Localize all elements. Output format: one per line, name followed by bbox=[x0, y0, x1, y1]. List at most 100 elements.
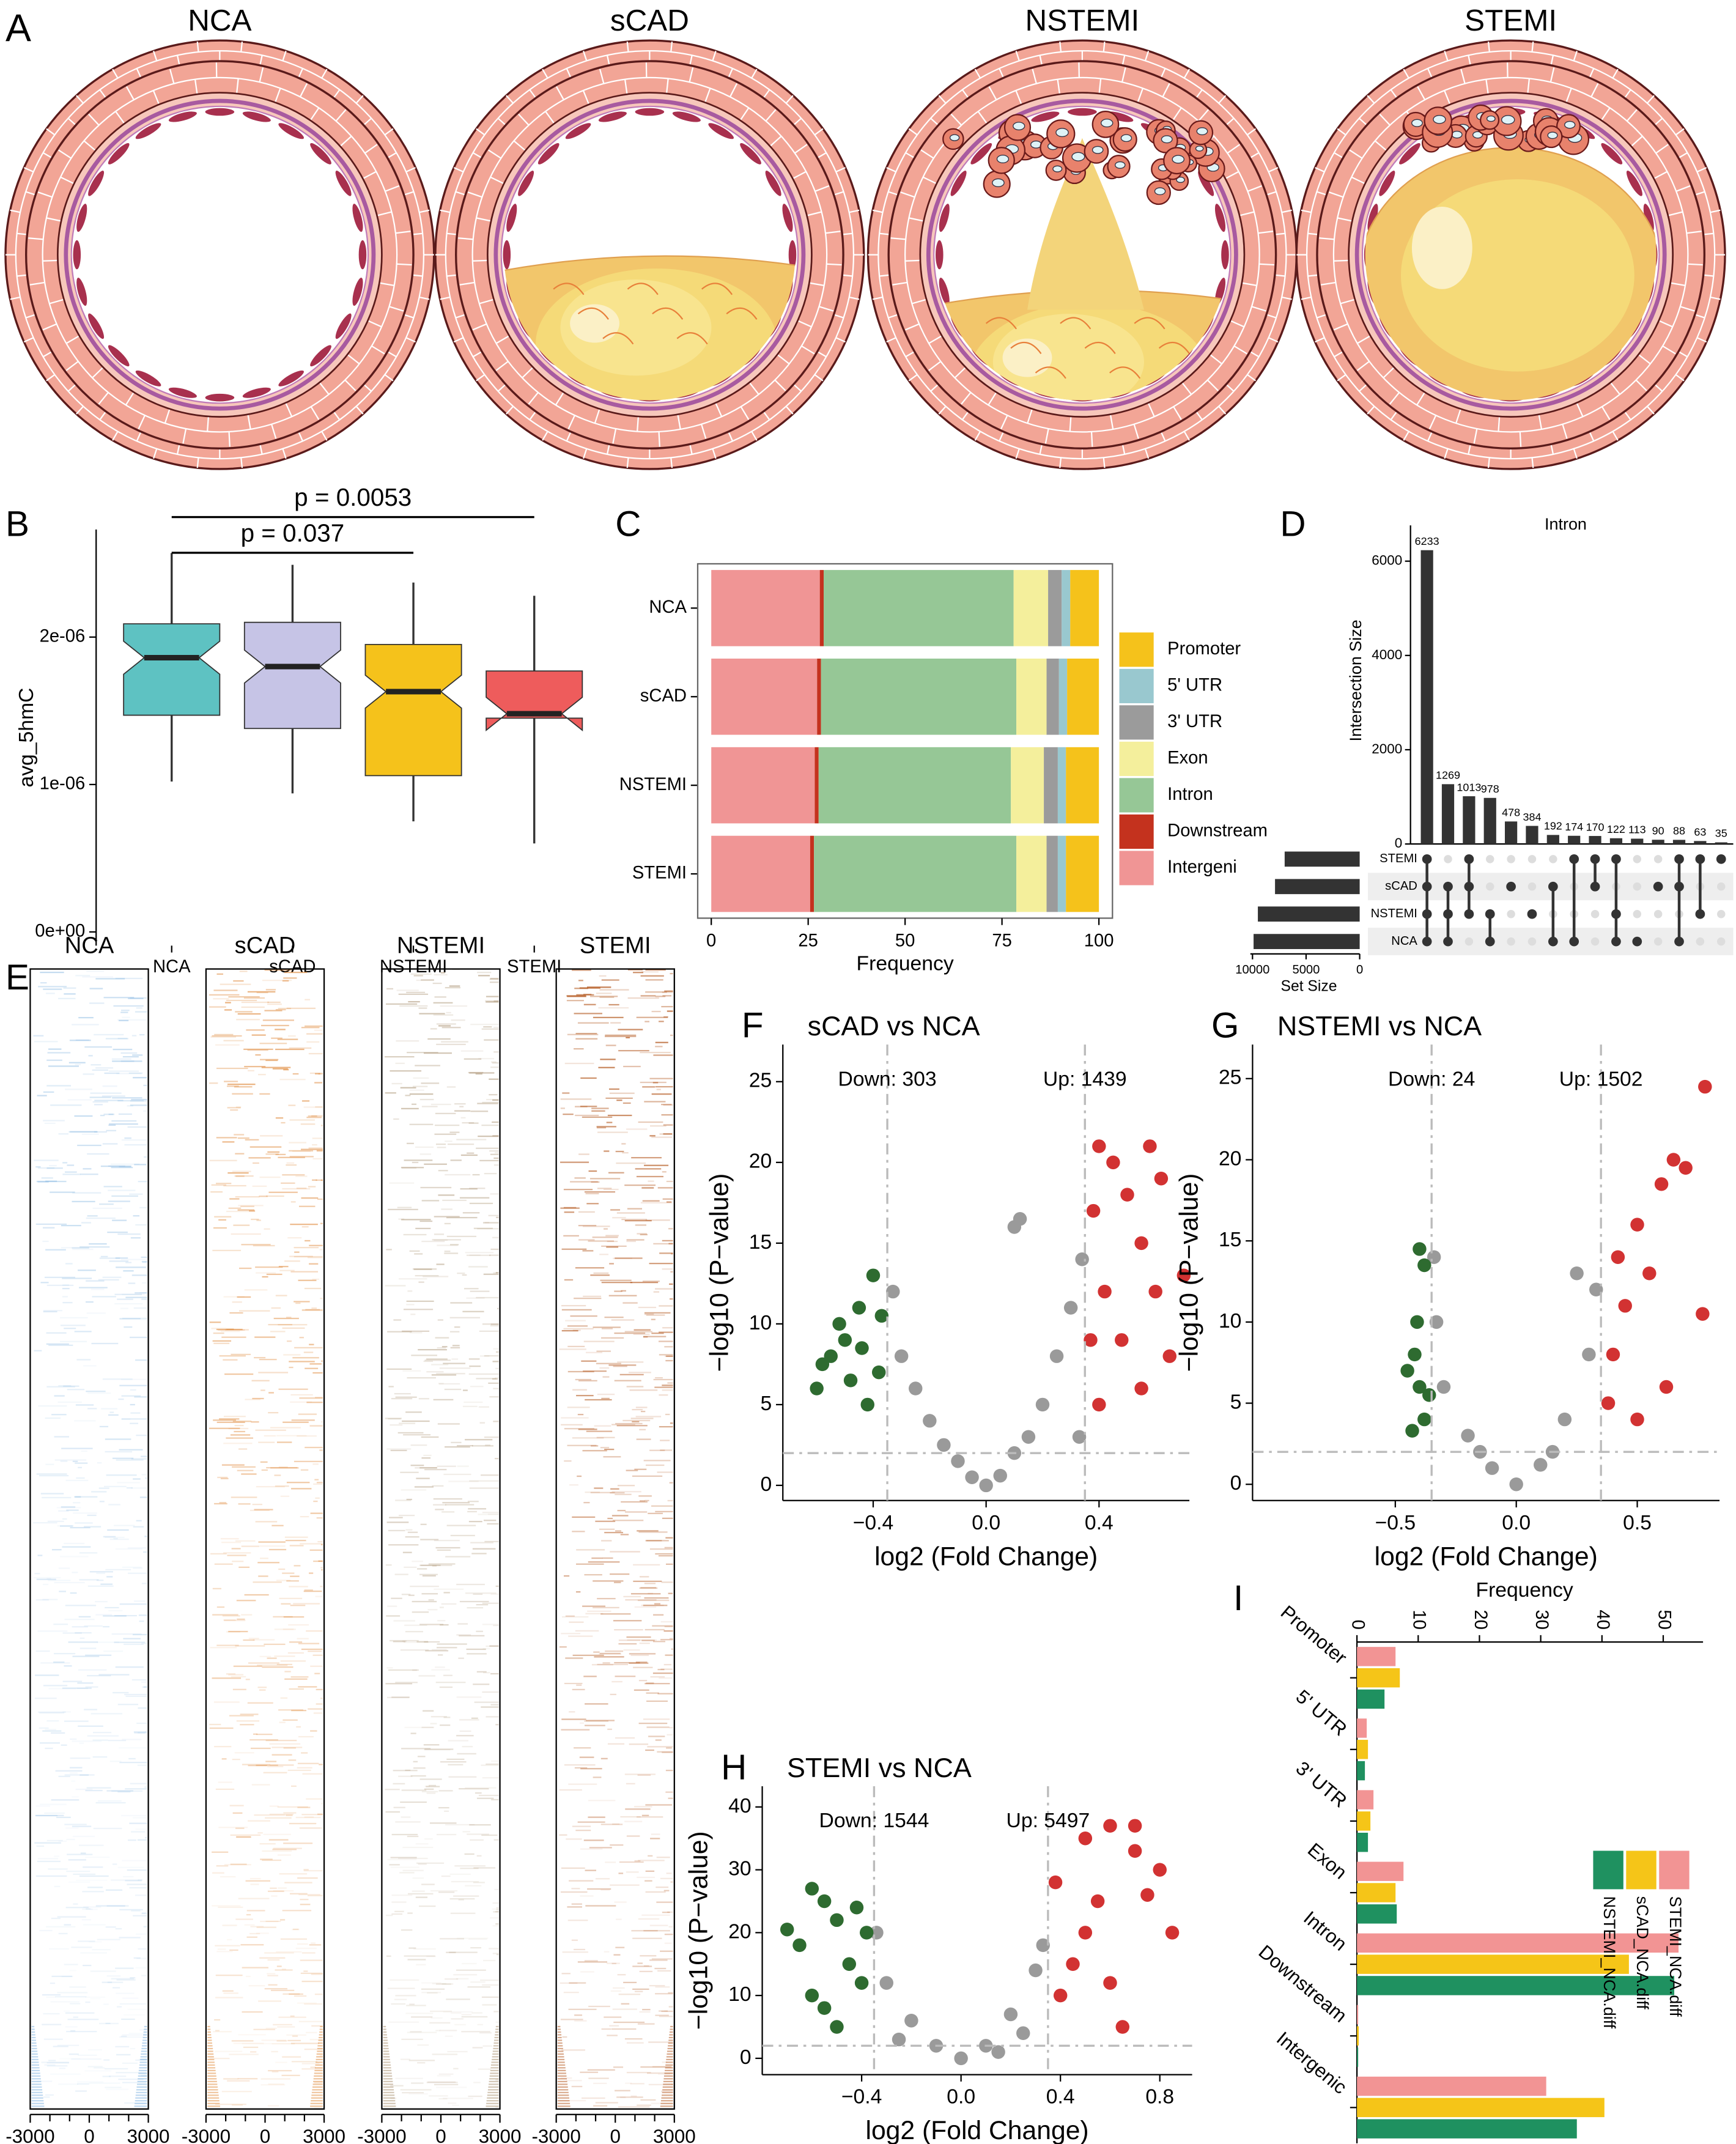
brick-joint bbox=[1428, 415, 1437, 430]
point bbox=[1696, 1307, 1710, 1321]
point bbox=[1035, 1397, 1050, 1412]
brick-joint bbox=[1367, 95, 1375, 104]
brick-joint bbox=[1444, 448, 1449, 459]
endothelial-cell bbox=[87, 312, 105, 340]
brick-joint bbox=[379, 282, 394, 287]
point bbox=[817, 1894, 832, 1909]
brick-joint bbox=[458, 237, 473, 240]
brick-joint bbox=[777, 353, 790, 364]
brick-joint bbox=[842, 232, 853, 235]
brick-joint bbox=[1247, 185, 1262, 192]
brick-joint bbox=[704, 87, 711, 103]
platelet bbox=[1472, 131, 1483, 139]
heatmap-panel bbox=[381, 968, 501, 2110]
box bbox=[364, 643, 462, 777]
point bbox=[838, 1333, 852, 1347]
count-label: Down: 1544 bbox=[819, 1809, 929, 1832]
brick-joint bbox=[1531, 457, 1534, 468]
brick-joint bbox=[479, 298, 494, 305]
endothelial-cell bbox=[134, 122, 163, 141]
bar bbox=[1357, 1954, 1629, 1974]
x-tick-label: −0.4 bbox=[853, 1512, 894, 1534]
brick-joint bbox=[1694, 314, 1705, 319]
brick-joint bbox=[377, 211, 392, 216]
brick-joint bbox=[1654, 383, 1663, 392]
panel-label: E bbox=[6, 958, 29, 997]
member-dot bbox=[1485, 936, 1495, 947]
x-tick-label: 0.4 bbox=[1046, 2086, 1075, 2109]
empty-dot bbox=[1549, 855, 1557, 863]
point bbox=[1698, 1079, 1712, 1094]
member-dot bbox=[1422, 854, 1432, 864]
point bbox=[817, 2001, 832, 2015]
heatmap-frame bbox=[205, 968, 325, 2110]
x-tick-label: 3000 bbox=[479, 2126, 522, 2144]
brick-joint bbox=[1710, 209, 1721, 213]
panel-label: I bbox=[1233, 1578, 1243, 1618]
brick-joint bbox=[555, 86, 564, 100]
endothelial-cell bbox=[969, 142, 993, 166]
brick-joint bbox=[363, 383, 372, 392]
brick-joint bbox=[728, 431, 734, 442]
point bbox=[1049, 1349, 1064, 1363]
brick-joint bbox=[1090, 431, 1093, 447]
y-tick-label: Exon bbox=[1304, 1839, 1351, 1883]
brick-joint bbox=[1144, 448, 1150, 459]
point bbox=[1053, 1988, 1068, 2003]
brick-joint bbox=[518, 113, 530, 126]
endothelial-cell bbox=[204, 393, 235, 403]
vessel bbox=[1295, 39, 1726, 470]
platelet bbox=[996, 155, 1010, 164]
brick-joint bbox=[259, 67, 264, 83]
bar-label: 478 bbox=[1502, 807, 1520, 819]
brick-joint bbox=[826, 263, 842, 266]
brick-joint bbox=[1710, 296, 1721, 300]
brick-joint bbox=[1357, 335, 1371, 344]
legend-label: Exon bbox=[1167, 749, 1208, 768]
point bbox=[1066, 1957, 1080, 1971]
lipid-spot bbox=[570, 304, 619, 343]
point bbox=[842, 1957, 857, 1971]
brick-joint bbox=[988, 86, 997, 100]
brick-joint bbox=[88, 113, 100, 126]
bar-segment bbox=[1057, 747, 1066, 824]
bar bbox=[1357, 1832, 1368, 1852]
platelet bbox=[1100, 119, 1114, 128]
point bbox=[1176, 1268, 1191, 1282]
x-tick-label: 10 bbox=[1409, 1610, 1429, 1629]
bar-label: 170 bbox=[1586, 821, 1605, 833]
brick-joint bbox=[1337, 374, 1346, 382]
brick-joint bbox=[1206, 379, 1219, 391]
platelet bbox=[949, 134, 960, 141]
empty-dot bbox=[1717, 882, 1726, 891]
fibre bbox=[577, 307, 609, 320]
brick-joint bbox=[1612, 68, 1619, 79]
y-tick-label: 5 bbox=[1230, 1391, 1242, 1413]
brick-joint bbox=[99, 89, 107, 99]
brick-joint bbox=[1638, 353, 1651, 364]
point bbox=[810, 1381, 824, 1395]
brick-joint bbox=[817, 152, 827, 159]
bar-label: 35 bbox=[1715, 827, 1727, 840]
x-axis-label: Frequency bbox=[857, 953, 954, 975]
brick-joint bbox=[182, 428, 187, 444]
empty-dot bbox=[1633, 855, 1642, 863]
brick-joint bbox=[740, 406, 750, 420]
legend-label: Intergeni bbox=[1167, 857, 1237, 877]
y-tick-label: Intron bbox=[1299, 1907, 1351, 1954]
endothelial-cell bbox=[134, 369, 163, 388]
point bbox=[805, 1988, 819, 2003]
point bbox=[1036, 1938, 1050, 1953]
brick-joint bbox=[835, 337, 846, 343]
brick-joint bbox=[136, 431, 142, 442]
legend-key bbox=[1119, 632, 1154, 667]
point bbox=[1072, 1430, 1087, 1444]
brick-joint bbox=[794, 144, 808, 154]
endothelial-cell bbox=[1378, 169, 1397, 198]
endothelial-cell bbox=[351, 276, 364, 307]
count-label: Up: 5497 bbox=[1007, 1809, 1090, 1832]
point bbox=[1084, 1333, 1098, 1347]
brick-joint bbox=[626, 42, 629, 53]
platelet bbox=[1433, 114, 1446, 124]
x-tick-label: 0.8 bbox=[1145, 2086, 1174, 2109]
